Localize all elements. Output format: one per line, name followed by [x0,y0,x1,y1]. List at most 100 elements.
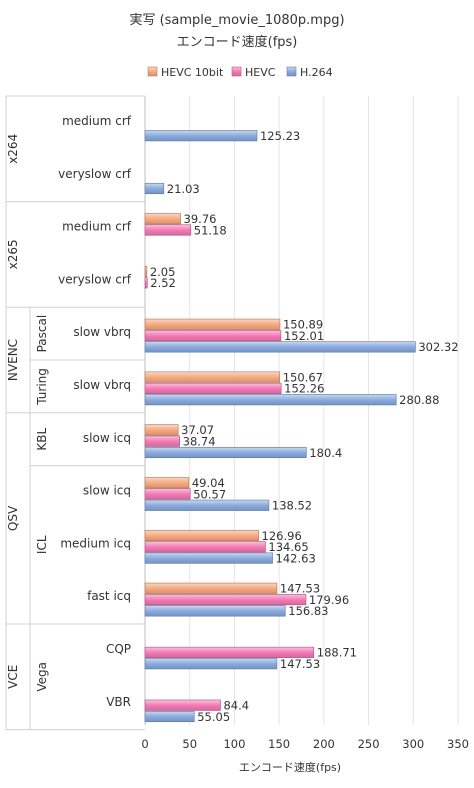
x-tick-350: 350 [447,737,469,751]
bar-hevc-10bit [144,477,190,489]
bar-hevc [144,382,282,394]
bar-hevc [144,435,180,447]
data-label: 188.71 [317,646,357,660]
data-label: 2.05 [150,265,176,279]
data-label: 51.18 [194,223,227,237]
bar-hevc-10bit [144,582,278,594]
data-label: 84.4 [223,698,249,712]
data-label: 179.96 [309,593,349,607]
labels: medium crf 125.23 veryslow crf 21.03 medium … [58,114,458,724]
bar-h-264 [144,552,273,564]
x-tick-0: 0 [141,737,148,751]
bar-h-264 [144,182,165,195]
group-label-x265: x265 [6,239,20,269]
data-label: 2.52 [150,276,176,290]
bar-hevc-10bit [144,371,281,383]
subgroup-label-turing: Turing [35,368,49,406]
x-tick-200: 200 [313,737,335,751]
bar-hevc [144,594,307,606]
data-label: 134.65 [268,540,308,554]
data-label: 280.88 [399,393,439,407]
data-label: 152.01 [284,329,324,343]
category-group-frame: x264 x265 NVENC QSV VCE Pascal Turing KBL ICL Veg… [5,95,145,731]
bar-hevc-10bit [144,265,148,278]
subgroup-label-icl: ICL [35,535,49,554]
chart-title: 実写 (sample_movie_1080p.mpg) [129,12,344,28]
bar-hevc [144,330,282,342]
data-label: 126.96 [262,529,302,543]
legend-swatch-2 [231,66,242,77]
subgroup-label-pascal: Pascal [35,315,49,353]
legend-label-3: H.264 [300,66,333,79]
x-axis-title: エンコード速度(fps) [239,760,341,774]
data-label: 150.89 [283,318,323,332]
subgroup-label-kbl: KBL [35,427,49,450]
category-label: medium crf [62,220,132,234]
data-label: 147.53 [280,582,320,596]
data-label: 302.32 [418,340,458,354]
bar-h-264 [144,605,286,617]
data-label: 49.04 [192,476,225,490]
category-label: medium crf [62,114,132,128]
bar-hevc [144,541,266,553]
category-label: slow vbrq [73,378,131,392]
bar-hevc-10bit [144,318,281,330]
subgroup-label-vega: Vega [35,662,49,692]
category-label: VBR [106,695,131,709]
data-label: 156.83 [288,604,328,618]
bar-h-264 [144,446,307,459]
chart-subtitle: エンコード速度(fps) [177,34,298,50]
bar-hevc [144,277,148,289]
data-label: 180.4 [309,446,342,460]
data-label: 150.67 [283,370,323,384]
data-label: 152.26 [284,382,324,396]
data-label: 147.53 [280,657,320,671]
legend-swatch-1 [147,66,158,77]
x-tick-50: 50 [182,737,197,751]
data-label: 39.76 [184,212,217,226]
category-label: veryslow crf [58,167,132,181]
bar-hevc [144,488,191,500]
data-label: 38.74 [183,434,216,448]
bar-hevc-10bit [144,424,179,436]
bar-hevc [144,224,192,236]
x-axis-ticks: 0 50 100 150 200 250 300 350 [141,737,469,751]
data-label: 142.63 [276,551,316,565]
bar-hevc [144,699,221,711]
group-label-nvenc: NVENC [6,339,20,381]
category-label: CQP [106,642,131,656]
x-tick-250: 250 [358,737,380,751]
category-label: fast icq [87,589,131,603]
category-label: slow vbrq [73,325,131,339]
category-label: medium icq [60,536,131,550]
group-label-x264: x264 [6,134,20,164]
category-label: slow icq [83,484,131,498]
x-tick-100: 100 [223,737,245,751]
data-label: 138.52 [272,499,312,513]
legend: HEVC 10bit HEVC H.264 [147,66,333,79]
group-label-qsv: QSV [6,505,20,531]
data-label: 55.05 [197,710,230,724]
data-label: 37.07 [181,423,214,437]
bar-hevc [144,646,315,658]
bars [144,130,416,723]
legend-label-2: HEVC [245,66,276,79]
x-tick-300: 300 [402,737,424,751]
bar-h-264 [144,130,258,142]
gridlines [144,96,459,725]
category-label: slow icq [83,431,131,445]
bar-h-264 [144,710,195,723]
legend-label-1: HEVC 10bit [161,66,224,79]
data-label: 50.57 [193,487,226,501]
category-label: veryslow crf [58,272,132,286]
bar-hevc-10bit [144,529,259,542]
bar-h-264 [144,499,270,511]
bar-h-264 [144,658,278,670]
data-label: 21.03 [167,182,200,196]
group-label-vce: VCE [6,665,20,689]
bar-h-264 [144,394,397,406]
legend-swatch-3 [286,66,297,77]
x-tick-150: 150 [268,737,290,751]
bar-h-264 [144,341,416,353]
